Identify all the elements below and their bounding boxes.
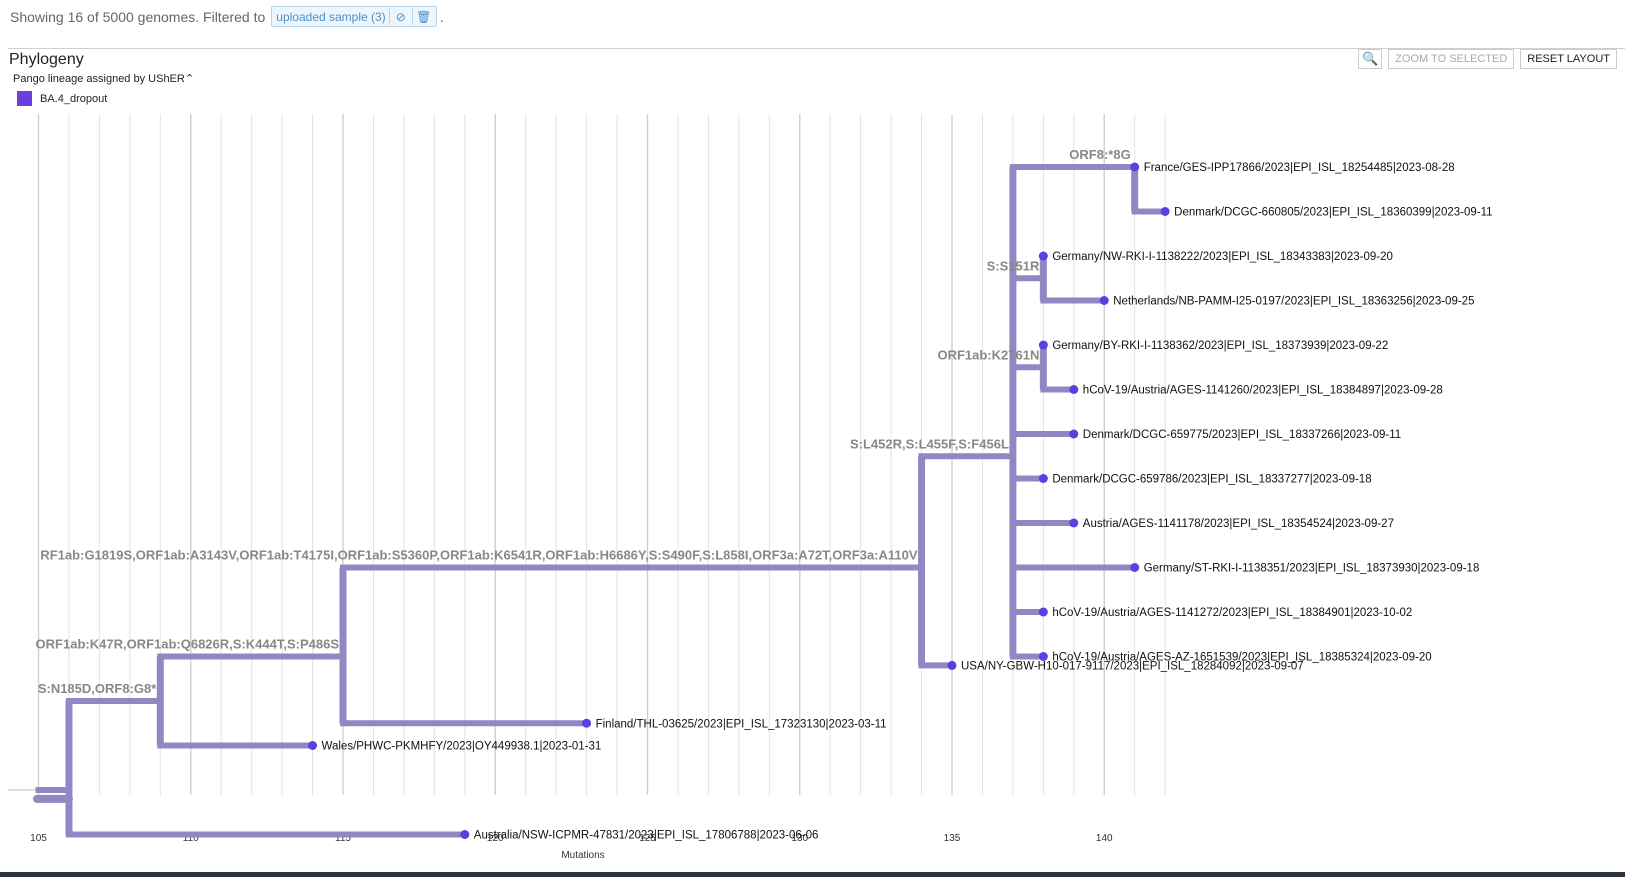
tip-label: France/GES-IPP17866/2023|EPI_ISL_1825448… xyxy=(1144,162,1455,174)
filter-summary: Showing 16 of 5000 genomes. Filtered to … xyxy=(10,6,444,27)
tip-node xyxy=(1130,162,1140,172)
tip-node xyxy=(1038,340,1048,350)
period: . xyxy=(439,8,444,25)
x-tick-label: 135 xyxy=(944,833,961,844)
tip-node xyxy=(582,718,592,728)
filter-chip-label[interactable]: uploaded sample (3) xyxy=(276,9,386,24)
tip-node xyxy=(1160,207,1170,216)
panel-divider xyxy=(8,48,1625,49)
reset-layout-button[interactable]: RESET LAYOUT xyxy=(1520,49,1617,69)
panel-title: Phylogeny xyxy=(9,51,84,68)
x-tick-label: 140 xyxy=(1096,833,1113,844)
x-tick-label: 125 xyxy=(639,833,656,844)
legend-title[interactable]: Pango lineage assigned by UShER⌃ xyxy=(13,72,194,85)
x-tick-label: 115 xyxy=(335,833,351,844)
tip-node xyxy=(1099,296,1109,305)
tip-node xyxy=(1069,429,1079,439)
tip-label: Denmark/DCGC-659775/2023|EPI_ISL_1833726… xyxy=(1083,429,1401,441)
search-icon[interactable]: 🔍 xyxy=(1358,49,1383,69)
tip-label: Australia/NSW-ICPMR-47831/2023|EPI_ISL_1… xyxy=(474,830,819,842)
mutation-label: RF1ab:G1819S,ORF1ab:A3143V,ORF1ab:T4175I… xyxy=(40,548,917,563)
tip-node xyxy=(1069,385,1079,394)
tip-label: Netherlands/NB-PAMM-I25-0197/2023|EPI_IS… xyxy=(1113,296,1474,308)
tip-node xyxy=(1038,607,1048,617)
x-tick-label: 105 xyxy=(30,833,47,844)
tip-label: Germany/ST-RKI-I-1138351/2023|EPI_ISL_18… xyxy=(1144,563,1480,575)
tip-label: Finland/THL-03625/2023|EPI_ISL_17323130|… xyxy=(596,718,887,730)
tip-label: Denmark/DCGC-660805/2023|EPI_ISL_1836039… xyxy=(1174,207,1492,219)
tip-node xyxy=(1038,652,1048,661)
tip-label: hCoV-19/Austria/AGES-1141260/2023|EPI_IS… xyxy=(1083,385,1443,397)
filter-chip[interactable]: uploaded sample (3) ⊘ 🗑 xyxy=(271,6,437,27)
tip-label: Germany/NW-RKI-I-1138222/2023|EPI_ISL_18… xyxy=(1052,251,1393,263)
chevron-up-icon[interactable]: ⌃ xyxy=(184,73,195,85)
tip-node xyxy=(1038,474,1048,483)
mutation-label: S:L452R,S:L455F,S:F456L xyxy=(850,436,1009,451)
x-tick-label: 130 xyxy=(791,833,808,844)
tip-node xyxy=(460,830,470,839)
tip-node xyxy=(308,741,318,750)
x-tick-label: 120 xyxy=(487,833,504,844)
tip-node xyxy=(1130,563,1140,572)
legend-item[interactable]: BA.4_dropout xyxy=(17,91,107,106)
tip-node xyxy=(947,660,957,670)
legend-swatch xyxy=(17,91,32,106)
tip-node xyxy=(1069,518,1079,528)
x-tick-label: 110 xyxy=(183,833,199,844)
showing-text: Showing 16 of 5000 genomes. Filtered to xyxy=(10,8,266,25)
mutation-label: ORF8:*8G xyxy=(1069,147,1130,162)
x-axis-label: Mutations xyxy=(561,850,604,861)
tip-label: Wales/PHWC-PKMHFY/2023|OY449938.1|2023-0… xyxy=(322,741,602,753)
tip-label: Germany/BY-RKI-I-1138362/2023|EPI_ISL_18… xyxy=(1052,340,1388,352)
zoom-to-selected-button[interactable]: ZOOM TO SELECTED xyxy=(1388,49,1515,69)
mutation-label: S:N185D,ORF8:G8* xyxy=(38,681,157,696)
tip-label: hCoV-19/Austria/AGES-AZ-1651539/2023|EPI… xyxy=(1052,652,1431,664)
mutation-label: ORF1ab:K47R,ORF1ab:Q6826R,S:K444T,S:P486… xyxy=(36,637,340,652)
tip-label: hCoV-19/Austria/AGES-1141272/2023|EPI_IS… xyxy=(1052,607,1412,619)
tip-label: USA/NY-GBW-H10-017-9117/2023|EPI_ISL_182… xyxy=(961,660,1304,672)
trash-icon[interactable]: 🗑 xyxy=(416,9,432,24)
mutation-label: S:S151R xyxy=(987,258,1040,273)
tip-label: Denmark/DCGC-659786/2023|EPI_ISL_1833727… xyxy=(1052,474,1371,486)
legend-item-label: BA.4_dropout xyxy=(40,92,108,105)
tip-node xyxy=(1038,251,1048,261)
tip-label: Austria/AGES-1141178/2023|EPI_ISL_183545… xyxy=(1083,518,1394,530)
hide-icon[interactable]: ⊘ xyxy=(395,9,406,24)
legend-title-text[interactable]: Pango lineage assigned by UShER xyxy=(13,73,185,85)
bottom-bar xyxy=(0,872,1625,877)
mutation-label: ORF1ab:K2761N xyxy=(937,347,1039,362)
tree-toolbar: 🔍 ZOOM TO SELECTED RESET LAYOUT xyxy=(1358,49,1617,69)
